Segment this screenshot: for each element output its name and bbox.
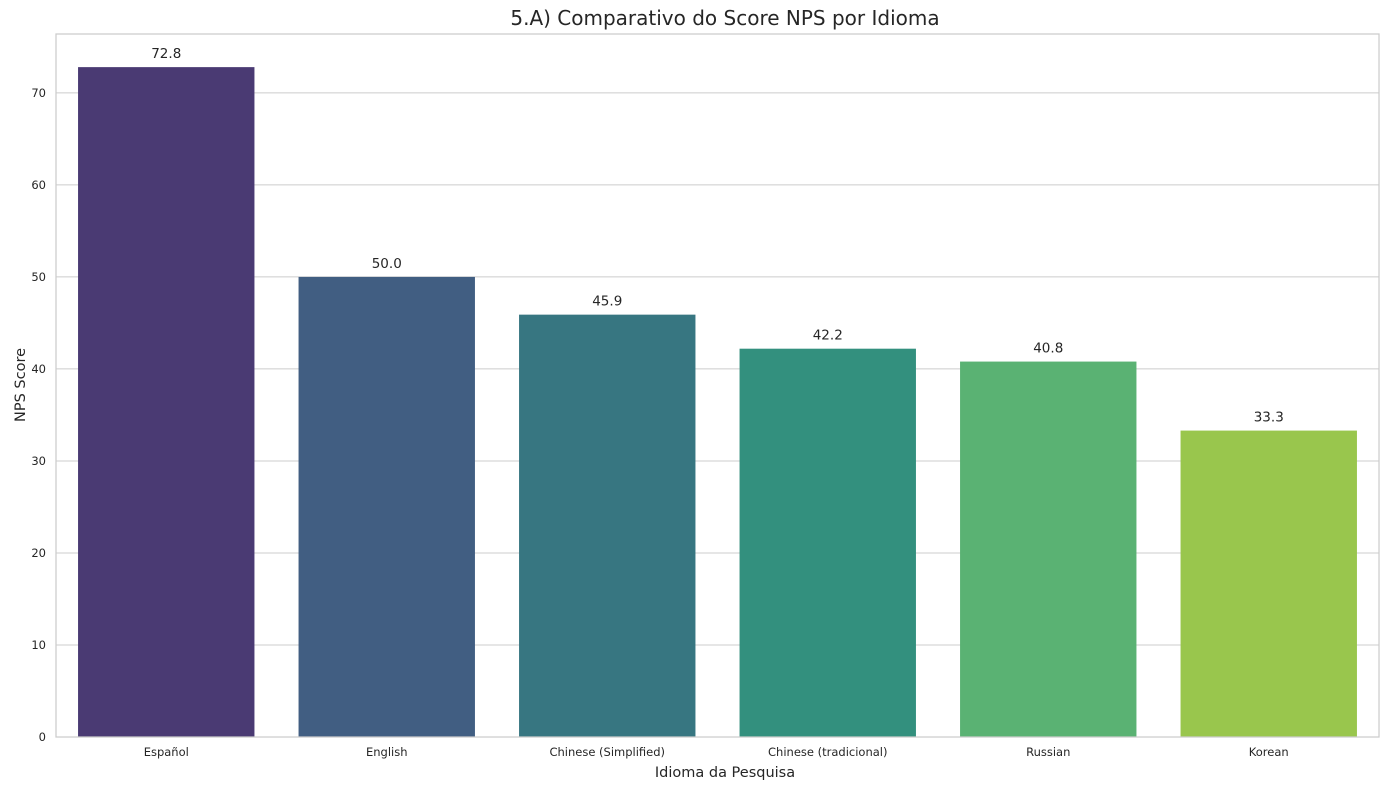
y-tick-label: 60 — [31, 178, 46, 192]
bars — [78, 67, 1357, 737]
y-tick-label: 40 — [31, 362, 46, 376]
x-tick-label: Korean — [1249, 745, 1289, 759]
x-tick-label: Chinese (Simplified) — [549, 745, 665, 759]
y-axis-label: NPS Score — [13, 348, 29, 422]
gridlines — [56, 92, 1379, 738]
bar — [960, 361, 1137, 737]
bar-value-label: 42.2 — [813, 328, 843, 344]
bar-value-label: 33.3 — [1254, 410, 1284, 426]
bar — [78, 67, 255, 737]
y-tick-label: 10 — [31, 638, 46, 652]
bar — [1180, 430, 1357, 737]
y-tick-label: 70 — [31, 86, 46, 100]
y-tick-label: 0 — [39, 730, 46, 744]
bar — [519, 314, 696, 737]
chart-title: 5.A) Comparativo do Score NPS por Idioma — [510, 6, 939, 30]
bar-value-label: 72.8 — [151, 46, 181, 62]
x-tick-label: Russian — [1026, 745, 1070, 759]
y-axis-ticks: 0 10 20 30 40 50 60 70 — [31, 86, 46, 744]
bar-value-label: 40.8 — [1033, 341, 1063, 357]
x-tick-label: Chinese (tradicional) — [768, 745, 887, 759]
plot-frame — [55, 33, 1380, 738]
bar-value-label: 45.9 — [592, 294, 622, 310]
x-axis-label: Idioma da Pesquisa — [655, 765, 795, 781]
y-tick-label: 20 — [31, 546, 46, 560]
bar — [298, 276, 475, 737]
y-tick-label: 50 — [31, 270, 46, 284]
bar-value-labels: 72.8 50.0 45.9 42.2 40.8 33.3 — [151, 46, 1284, 425]
bar-value-label: 50.0 — [372, 256, 402, 272]
x-tick-label: Español — [144, 745, 189, 759]
y-tick-label: 30 — [31, 454, 46, 468]
x-axis-ticks: Español English Chinese (Simplified) Chines… — [144, 745, 1289, 759]
x-tick-label: English — [366, 745, 408, 759]
bar — [739, 348, 916, 737]
axes-spines — [55, 33, 1380, 738]
